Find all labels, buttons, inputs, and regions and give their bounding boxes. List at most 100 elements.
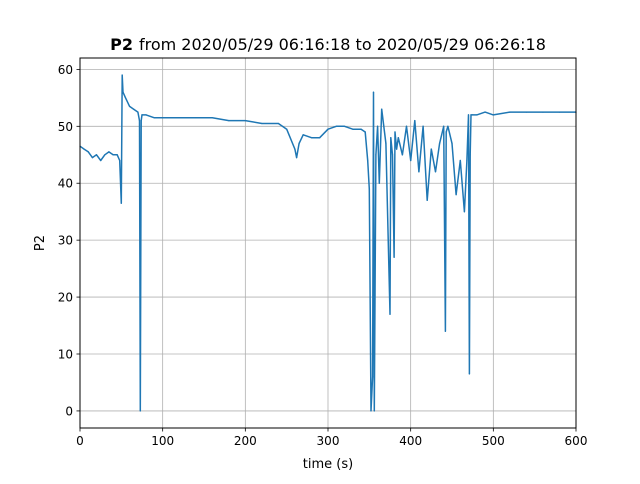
data-point <box>367 159 369 162</box>
data-point <box>138 120 141 122</box>
data-point <box>372 91 375 93</box>
data-point <box>244 120 246 122</box>
data-point <box>327 128 329 130</box>
x-axis-label: time (s) <box>303 457 353 472</box>
data-point <box>466 159 468 162</box>
data-point <box>389 313 391 315</box>
data-point <box>558 111 561 113</box>
data-point <box>139 410 141 412</box>
data-point <box>310 137 313 139</box>
data-point <box>87 151 89 153</box>
data-point <box>343 125 346 127</box>
data-point <box>418 171 420 173</box>
data-point <box>443 125 445 127</box>
data-point <box>104 154 106 156</box>
data-point <box>91 157 93 159</box>
data-point <box>381 108 383 110</box>
data-point <box>302 134 304 136</box>
data-point <box>298 142 300 144</box>
y-axis-label: P2 <box>33 235 48 251</box>
data-point <box>447 125 449 127</box>
data-point <box>451 142 453 144</box>
data-point <box>393 256 395 258</box>
data-point <box>396 148 398 150</box>
data-point <box>467 114 470 116</box>
data-point <box>476 114 478 116</box>
data-point <box>422 125 424 127</box>
data-point <box>394 131 396 133</box>
data-point <box>401 154 403 156</box>
x-tick-label: 600 <box>565 434 588 448</box>
data-point <box>228 120 230 122</box>
data-point <box>455 194 457 196</box>
data-point <box>430 148 432 150</box>
data-point <box>211 117 213 119</box>
data-point <box>385 142 387 144</box>
data-point <box>100 159 102 162</box>
data-point <box>378 182 380 184</box>
data-point <box>122 91 124 93</box>
x-tick-label: 400 <box>399 434 422 448</box>
x-tick-label: 200 <box>234 434 257 448</box>
x-tick-label: 0 <box>76 434 84 448</box>
grid-layer <box>79 58 577 428</box>
data-point <box>120 202 122 204</box>
data-point <box>375 154 377 156</box>
data-point <box>434 171 437 173</box>
data-point <box>352 128 354 130</box>
data-point <box>397 137 399 139</box>
data-point <box>140 120 142 122</box>
data-point <box>360 128 362 130</box>
chart-title-rest: from 2020/05/29 06:16:18 to 2020/05/29 0… <box>139 35 546 54</box>
data-point <box>542 111 544 113</box>
data-point <box>294 148 296 150</box>
data-point <box>468 373 470 375</box>
chart-title: P2 from 2020/05/29 06:16:18 to 2020/05/29… <box>110 35 546 54</box>
data-point <box>492 114 494 116</box>
y-tick-label: 20 <box>58 291 73 305</box>
data-point <box>83 148 85 150</box>
data-point <box>129 105 131 107</box>
data-point <box>112 154 114 156</box>
data-point <box>364 131 366 133</box>
data-point <box>426 199 428 201</box>
x-tick-label: 300 <box>317 434 340 448</box>
data-point <box>469 154 471 156</box>
data-point <box>472 114 474 116</box>
data-point <box>439 142 441 144</box>
x-tick-label: 100 <box>151 434 174 448</box>
data-point <box>277 122 279 125</box>
y-tick-label: 40 <box>58 177 73 191</box>
data-point <box>335 125 337 127</box>
data-point <box>445 131 447 133</box>
data-point <box>319 137 321 139</box>
data-point <box>405 125 408 127</box>
data-point <box>145 114 147 116</box>
data-point <box>459 159 461 162</box>
data-point <box>370 410 372 412</box>
data-point <box>296 157 298 159</box>
data-point <box>463 211 465 213</box>
data-point <box>525 111 528 113</box>
data-point <box>133 108 135 110</box>
data-point <box>286 128 288 130</box>
data-point <box>509 111 511 113</box>
data-point <box>390 137 392 139</box>
y-tick-label: 10 <box>58 348 73 362</box>
data-point <box>108 151 110 153</box>
y-tick-label: 0 <box>65 404 73 418</box>
data-point <box>261 122 263 125</box>
y-tick-label: 50 <box>58 120 73 134</box>
data-point <box>444 330 446 332</box>
series-layer <box>79 74 577 412</box>
data-point <box>414 120 416 122</box>
y-tick-label: 60 <box>58 63 73 77</box>
data-point <box>470 114 472 116</box>
data-point <box>178 117 180 119</box>
data-point <box>195 117 197 119</box>
data-point <box>372 376 374 378</box>
data-point <box>377 125 379 127</box>
data-point <box>391 154 394 156</box>
